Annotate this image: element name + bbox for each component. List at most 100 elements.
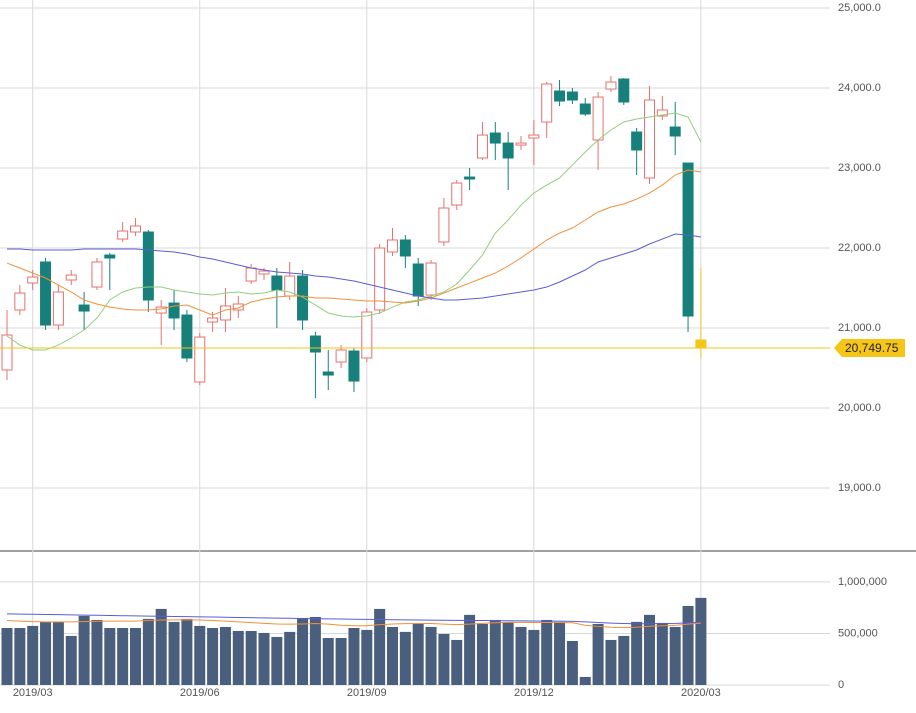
volume-bar — [476, 623, 488, 685]
volume-bar — [168, 621, 180, 685]
volume-bar — [592, 623, 604, 685]
volume-bar — [14, 627, 26, 685]
volume-bar — [515, 626, 527, 685]
y-tick-label: 21,000.0 — [838, 322, 881, 334]
volume-bar — [695, 597, 707, 685]
candle-body — [425, 262, 437, 296]
candle-body — [541, 83, 553, 123]
volume-bar — [219, 626, 231, 685]
x-tick-label: 2019/03 — [13, 687, 53, 699]
volume-bar — [91, 619, 103, 685]
candle-body — [656, 109, 668, 117]
candle-body — [309, 335, 321, 353]
volume-bar — [104, 627, 116, 685]
volume-bar — [322, 637, 334, 685]
volume-bar — [425, 626, 437, 685]
candle-body — [168, 302, 180, 319]
moving-average-line — [6, 112, 702, 351]
y-tick-label: 0 — [838, 679, 844, 691]
volume-bar — [438, 633, 450, 685]
volume-bar — [541, 619, 553, 685]
candle-body — [271, 275, 283, 291]
volume-bar — [297, 617, 309, 685]
candle-body — [52, 291, 64, 326]
x-tick-label: 2019/06 — [180, 687, 220, 699]
candle-body — [245, 267, 257, 282]
candle-body — [528, 134, 540, 139]
candle-body — [399, 239, 411, 257]
volume-bar — [245, 630, 257, 685]
volume-bar — [554, 621, 566, 685]
candle-body — [348, 350, 360, 382]
candle-body — [374, 247, 386, 311]
candle-body — [219, 305, 231, 321]
volume-bar — [194, 625, 206, 685]
candle-body — [605, 81, 617, 90]
candle-body — [78, 304, 90, 312]
volume-bar — [117, 627, 129, 685]
volume-bar — [451, 639, 463, 685]
candle-body — [155, 306, 167, 314]
volume-bar — [374, 608, 386, 685]
volume-bar — [271, 636, 283, 685]
candle-body — [631, 131, 643, 151]
volume-bar — [669, 626, 681, 685]
moving-average-line — [7, 233, 701, 301]
volume-bar — [644, 614, 655, 685]
volume-bar — [399, 631, 411, 685]
volume-bar — [605, 639, 617, 685]
volume-bar — [618, 635, 630, 685]
candle-body — [554, 90, 566, 102]
candle-body — [322, 371, 334, 376]
candle-body — [515, 142, 527, 146]
last-price-label: 20,749.75 — [845, 341, 899, 355]
candle-body — [91, 261, 103, 288]
candle-body — [207, 317, 219, 323]
volume-bar — [142, 618, 154, 685]
candle-body — [682, 162, 694, 317]
candle-body — [489, 132, 501, 144]
last-price-tag — [834, 339, 905, 358]
candle-body — [297, 275, 309, 321]
candle-body — [181, 314, 193, 359]
volume-bar — [52, 621, 64, 685]
volume-bar — [207, 627, 219, 685]
volume-bar — [258, 632, 270, 685]
volume-bar — [464, 614, 476, 685]
volume-bar — [232, 630, 244, 685]
volume-bar — [489, 619, 501, 685]
candle-body — [194, 336, 206, 383]
y-tick-label: 25,000.0 — [838, 2, 881, 14]
volume-bar — [348, 627, 360, 685]
y-tick-label: 22,000.0 — [838, 242, 881, 254]
volume-bar — [27, 625, 39, 685]
volume-bar — [130, 627, 141, 685]
candle-body — [14, 292, 26, 311]
candle-body — [65, 274, 77, 281]
candle-body — [27, 276, 39, 284]
volume-bar — [40, 621, 52, 685]
candle-body — [476, 134, 488, 159]
candle-body — [361, 311, 373, 359]
y-tick-label: 24,000.0 — [838, 82, 881, 94]
y-tick-label: 19,000.0 — [838, 482, 881, 494]
y-tick-label: 500,000 — [838, 627, 878, 639]
candle-body — [130, 225, 141, 233]
candle-body — [117, 230, 129, 240]
y-tick-label: 20,000.0 — [838, 402, 881, 414]
candle-body — [464, 176, 476, 180]
candle-body — [335, 349, 347, 363]
volume-bar — [335, 637, 347, 685]
candle-body — [451, 182, 463, 206]
candle-body — [695, 339, 707, 349]
volume-bar — [78, 615, 90, 685]
moving-average-line — [6, 619, 701, 629]
marks — [0, 76, 905, 685]
candle-body — [592, 96, 604, 141]
volume-bar — [412, 623, 424, 685]
candle-body — [104, 254, 116, 259]
volume-bar — [387, 626, 398, 685]
candle-body — [412, 263, 424, 297]
volume-bar — [155, 608, 167, 685]
